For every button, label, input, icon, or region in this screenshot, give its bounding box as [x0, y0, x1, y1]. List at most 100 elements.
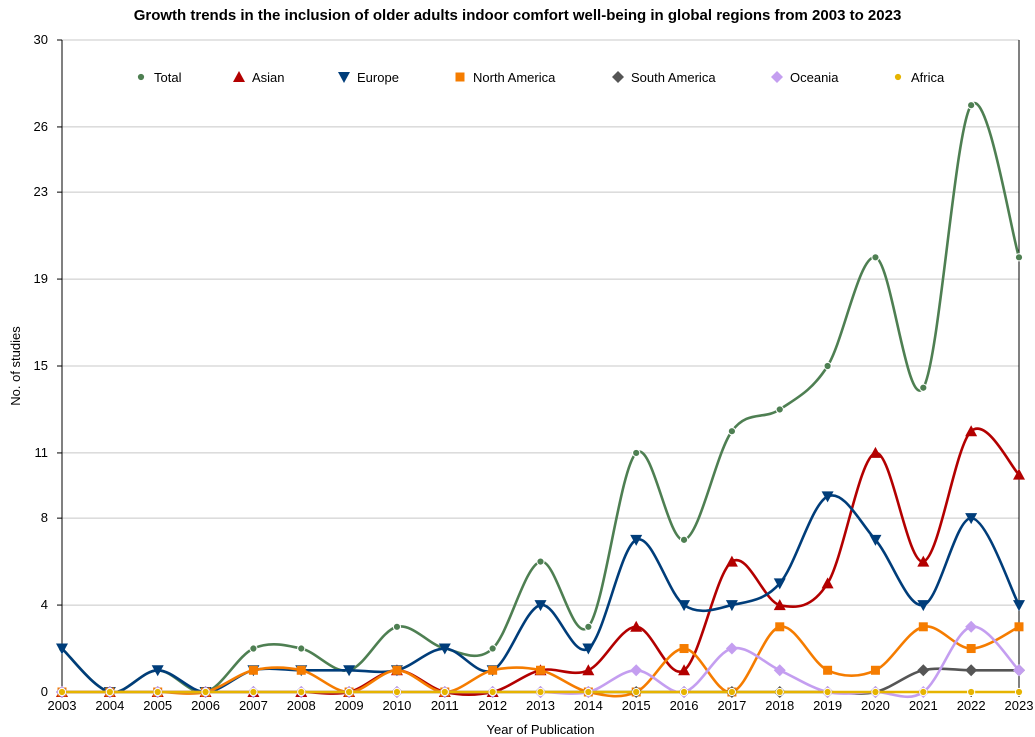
data-point-africa — [967, 687, 976, 697]
legend-item-oceania: Oceania — [771, 70, 839, 85]
x-tick-label: 2013 — [526, 698, 555, 713]
legend-label-total: Total — [154, 70, 182, 85]
x-tick-label: 2012 — [478, 698, 507, 713]
data-point-europe — [582, 643, 595, 655]
data-point-asian — [869, 446, 882, 458]
data-point-africa — [679, 687, 689, 697]
data-point-north-america — [775, 622, 785, 632]
data-point-asian — [965, 425, 978, 437]
x-tick-label: 2022 — [957, 698, 986, 713]
data-point-total — [823, 361, 832, 371]
data-point-africa — [536, 687, 545, 697]
data-point-africa — [345, 687, 354, 697]
data-point-africa — [392, 687, 402, 697]
data-point-north-america — [823, 665, 833, 675]
axes: 0 4 8 11 15 19 23 26 30 2003 2004 2005 2006 2007 2008 2… — [34, 32, 1034, 713]
legend-marker-south-america — [612, 71, 624, 83]
data-point-europe — [678, 600, 691, 612]
data-point-europe — [151, 665, 164, 677]
x-tick-label: 2019 — [813, 698, 842, 713]
data-point-europe — [534, 600, 547, 612]
series-oceania — [56, 620, 1025, 699]
x-tick-label: 2006 — [191, 698, 220, 713]
legend-item-south-america: South America — [612, 70, 716, 85]
x-tick-label: 2010 — [382, 698, 411, 713]
data-point-asian — [582, 664, 595, 676]
data-point-europe — [725, 600, 738, 612]
x-tick-label: 2007 — [239, 698, 268, 713]
data-point-africa — [440, 687, 449, 697]
data-point-north-america — [488, 665, 498, 675]
legend-label-oceania: Oceania — [790, 70, 839, 85]
data-point-europe — [630, 534, 643, 546]
data-point-south-america — [965, 664, 978, 677]
y-tick-label: 11 — [35, 445, 49, 460]
data-point-total — [392, 622, 402, 631]
data-point-africa — [727, 687, 737, 697]
data-point-north-america — [536, 665, 545, 675]
x-axis-title: Year of Publication — [487, 722, 595, 737]
series-total — [57, 101, 1024, 697]
data-point-africa — [871, 687, 880, 697]
legend-marker-total — [136, 72, 146, 82]
data-point-africa — [201, 687, 210, 697]
legend-item-asian: Asian — [233, 70, 285, 85]
data-point-africa — [823, 687, 832, 697]
data-point-asian — [821, 577, 834, 589]
x-tick-label: 2003 — [48, 698, 77, 713]
x-tick-label: 2005 — [143, 698, 172, 713]
data-point-europe — [869, 534, 882, 546]
legend-item-europe: Europe — [338, 70, 399, 85]
data-point-asian — [678, 664, 691, 676]
legend-item-north-america: North America — [455, 70, 556, 85]
x-tick-label: 2023 — [1005, 698, 1034, 713]
legend-marker-europe — [338, 72, 350, 83]
data-point-south-america — [917, 664, 930, 677]
data-point-total — [632, 448, 641, 458]
series-line-north-america — [62, 625, 1020, 698]
y-axis-title: No. of studies — [8, 326, 23, 406]
data-point-north-america — [296, 665, 306, 675]
data-point-europe — [965, 513, 978, 525]
legend-label-north-america: North America — [473, 70, 556, 85]
legend-label-africa: Africa — [911, 70, 945, 85]
data-point-africa — [775, 687, 784, 697]
x-tick-label: 2004 — [95, 698, 124, 713]
legend-label-south-america: South America — [631, 70, 716, 85]
legend-marker-oceania — [771, 71, 783, 83]
data-point-north-america — [870, 665, 880, 675]
data-point-africa — [584, 687, 593, 697]
data-point-europe — [56, 643, 68, 655]
data-point-total — [679, 535, 689, 544]
x-tick-label: 2014 — [574, 698, 603, 713]
data-point-total — [584, 622, 593, 631]
y-tick-label: 15 — [34, 358, 48, 373]
series-layer — [56, 101, 1025, 699]
x-tick-label: 2009 — [335, 698, 364, 713]
y-tick-label: 23 — [34, 184, 48, 199]
x-tick-label: 2020 — [861, 698, 890, 713]
x-tick-label: 2021 — [909, 698, 938, 713]
y-tick-label: 8 — [41, 510, 48, 525]
data-point-europe — [821, 491, 834, 503]
data-point-north-america — [392, 665, 402, 675]
data-point-africa — [1014, 687, 1024, 697]
data-point-total — [967, 101, 976, 110]
data-point-oceania — [630, 664, 643, 677]
y-tick-label: 0 — [41, 684, 48, 699]
x-tick-label: 2016 — [670, 698, 699, 713]
x-tick-label: 2008 — [287, 698, 316, 713]
legend-marker-north-america — [455, 72, 465, 82]
legend-item-total: Total — [136, 70, 182, 85]
data-point-africa — [632, 687, 641, 697]
data-point-africa — [57, 687, 67, 697]
legend-marker-asian — [233, 71, 245, 82]
legend-label-asian: Asian — [252, 70, 285, 85]
y-tick-label: 19 — [34, 271, 48, 286]
data-point-europe — [917, 600, 930, 612]
data-point-total — [297, 644, 306, 653]
y-tick-label: 4 — [41, 597, 48, 612]
data-point-total — [488, 644, 497, 653]
data-point-asian — [725, 555, 738, 567]
